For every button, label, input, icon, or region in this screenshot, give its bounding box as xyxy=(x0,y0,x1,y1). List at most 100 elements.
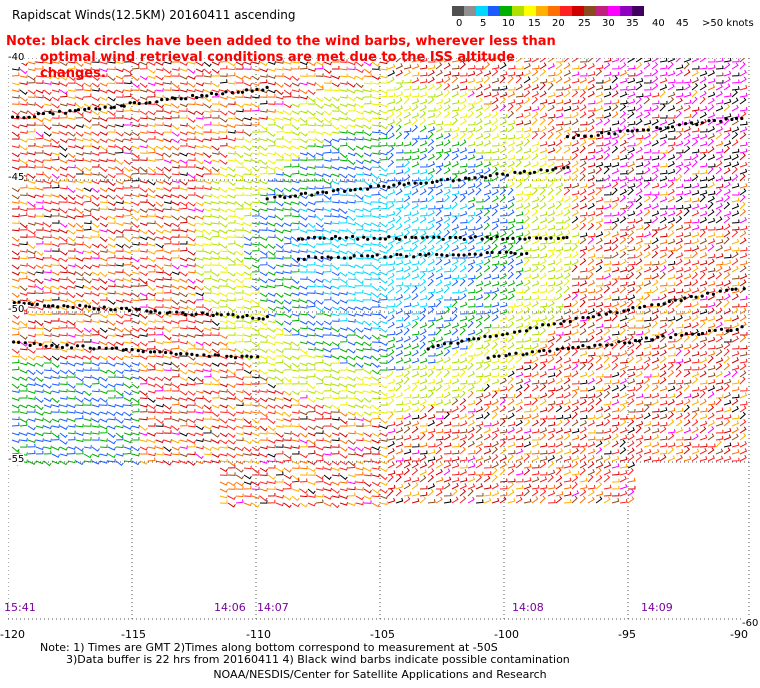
wind-barb xyxy=(531,413,539,420)
wind-barb xyxy=(387,86,396,91)
wind-barb xyxy=(451,429,460,434)
wind-barb xyxy=(115,68,124,73)
wind-barb xyxy=(667,282,676,287)
wind-barb xyxy=(147,383,156,388)
wind-barb xyxy=(587,429,596,434)
wind-barb xyxy=(523,372,532,378)
wind-barb xyxy=(307,408,316,413)
wind-barb xyxy=(435,91,444,98)
wind-barb xyxy=(163,387,172,392)
wind-barb xyxy=(731,303,740,308)
wind-barb xyxy=(211,348,220,354)
wind-barb xyxy=(11,353,20,358)
wind-barb xyxy=(555,377,563,385)
wind-barb xyxy=(643,125,651,133)
wind-barb xyxy=(59,114,68,119)
wind-barb xyxy=(83,87,92,92)
wind-barb xyxy=(603,316,612,322)
wind-barb xyxy=(211,250,220,256)
wind-barb xyxy=(507,110,515,119)
wind-barb xyxy=(507,202,515,210)
wind-barb xyxy=(523,168,532,175)
wind-barb xyxy=(107,80,116,85)
wind-barb xyxy=(339,271,348,277)
wind-barb xyxy=(76,170,84,175)
wind-barb xyxy=(51,248,60,252)
wind-barb xyxy=(659,100,668,105)
wind-barb xyxy=(11,144,20,149)
wind-barb xyxy=(291,163,300,168)
wind-barb xyxy=(11,101,20,105)
wind-barb xyxy=(563,84,572,91)
wind-barb xyxy=(619,327,626,336)
wind-barb xyxy=(467,154,476,161)
wind-barb xyxy=(275,166,284,171)
wind-barb xyxy=(347,348,356,354)
wind-barb xyxy=(555,201,562,210)
wind-barb xyxy=(27,173,36,179)
wind-barb xyxy=(419,163,428,168)
wind-barb xyxy=(339,411,348,417)
wind-barb xyxy=(467,104,475,112)
wind-barb xyxy=(427,184,436,189)
wind-barb xyxy=(203,221,212,226)
wind-barb xyxy=(387,63,396,70)
wind-barb xyxy=(587,404,595,413)
wind-barb xyxy=(619,237,627,245)
wind-barb xyxy=(35,264,44,269)
wind-barb xyxy=(51,96,60,102)
wind-barb xyxy=(35,94,44,99)
wind-barb xyxy=(403,238,412,245)
wind-barb xyxy=(491,330,500,336)
wind-barb xyxy=(75,234,84,239)
wind-barb xyxy=(307,390,316,395)
wind-barb xyxy=(115,138,124,143)
wind-barb xyxy=(395,366,404,371)
wind-barb xyxy=(523,408,532,413)
wind-barb xyxy=(12,408,20,413)
wind-barb xyxy=(483,167,491,175)
wind-barb xyxy=(371,173,380,180)
wind-barb xyxy=(35,227,44,231)
wind-barb xyxy=(683,315,692,322)
wind-barb xyxy=(147,207,156,211)
wind-barb xyxy=(475,169,484,175)
wind-barb xyxy=(235,117,244,122)
wind-barb xyxy=(707,419,715,427)
wind-barb xyxy=(411,85,420,91)
wind-barb xyxy=(251,277,260,281)
wind-barb xyxy=(75,298,84,303)
wind-barb xyxy=(451,229,458,238)
wind-barb xyxy=(147,116,156,121)
wind-barb xyxy=(619,267,628,273)
wind-barb xyxy=(371,362,380,369)
wind-barb xyxy=(203,429,212,434)
wind-barb xyxy=(259,68,268,73)
wind-barb xyxy=(547,267,556,273)
wind-barb xyxy=(635,317,644,322)
wind-barb xyxy=(475,320,483,329)
wind-barb xyxy=(595,161,604,168)
wind-barb xyxy=(531,117,538,126)
wind-barb xyxy=(531,56,539,63)
wind-barb xyxy=(203,201,212,205)
wind-barb xyxy=(387,321,395,329)
wind-barb xyxy=(403,394,412,399)
wind-barb xyxy=(387,189,396,196)
wind-barb xyxy=(579,77,587,84)
wind-barb xyxy=(571,152,579,161)
wind-barb xyxy=(339,401,348,406)
wind-barb xyxy=(731,293,739,301)
wind-barb xyxy=(451,173,458,182)
wind-barb xyxy=(491,111,499,119)
wind-barb xyxy=(235,318,244,322)
wind-barb xyxy=(59,194,68,201)
wind-barb xyxy=(611,90,619,98)
wind-barb xyxy=(683,83,691,91)
wind-barb xyxy=(115,355,124,361)
wind-barb xyxy=(739,307,747,315)
wind-barb xyxy=(667,295,676,301)
wind-barb xyxy=(611,323,620,329)
wind-barb xyxy=(59,269,68,274)
wind-barb xyxy=(531,111,539,119)
